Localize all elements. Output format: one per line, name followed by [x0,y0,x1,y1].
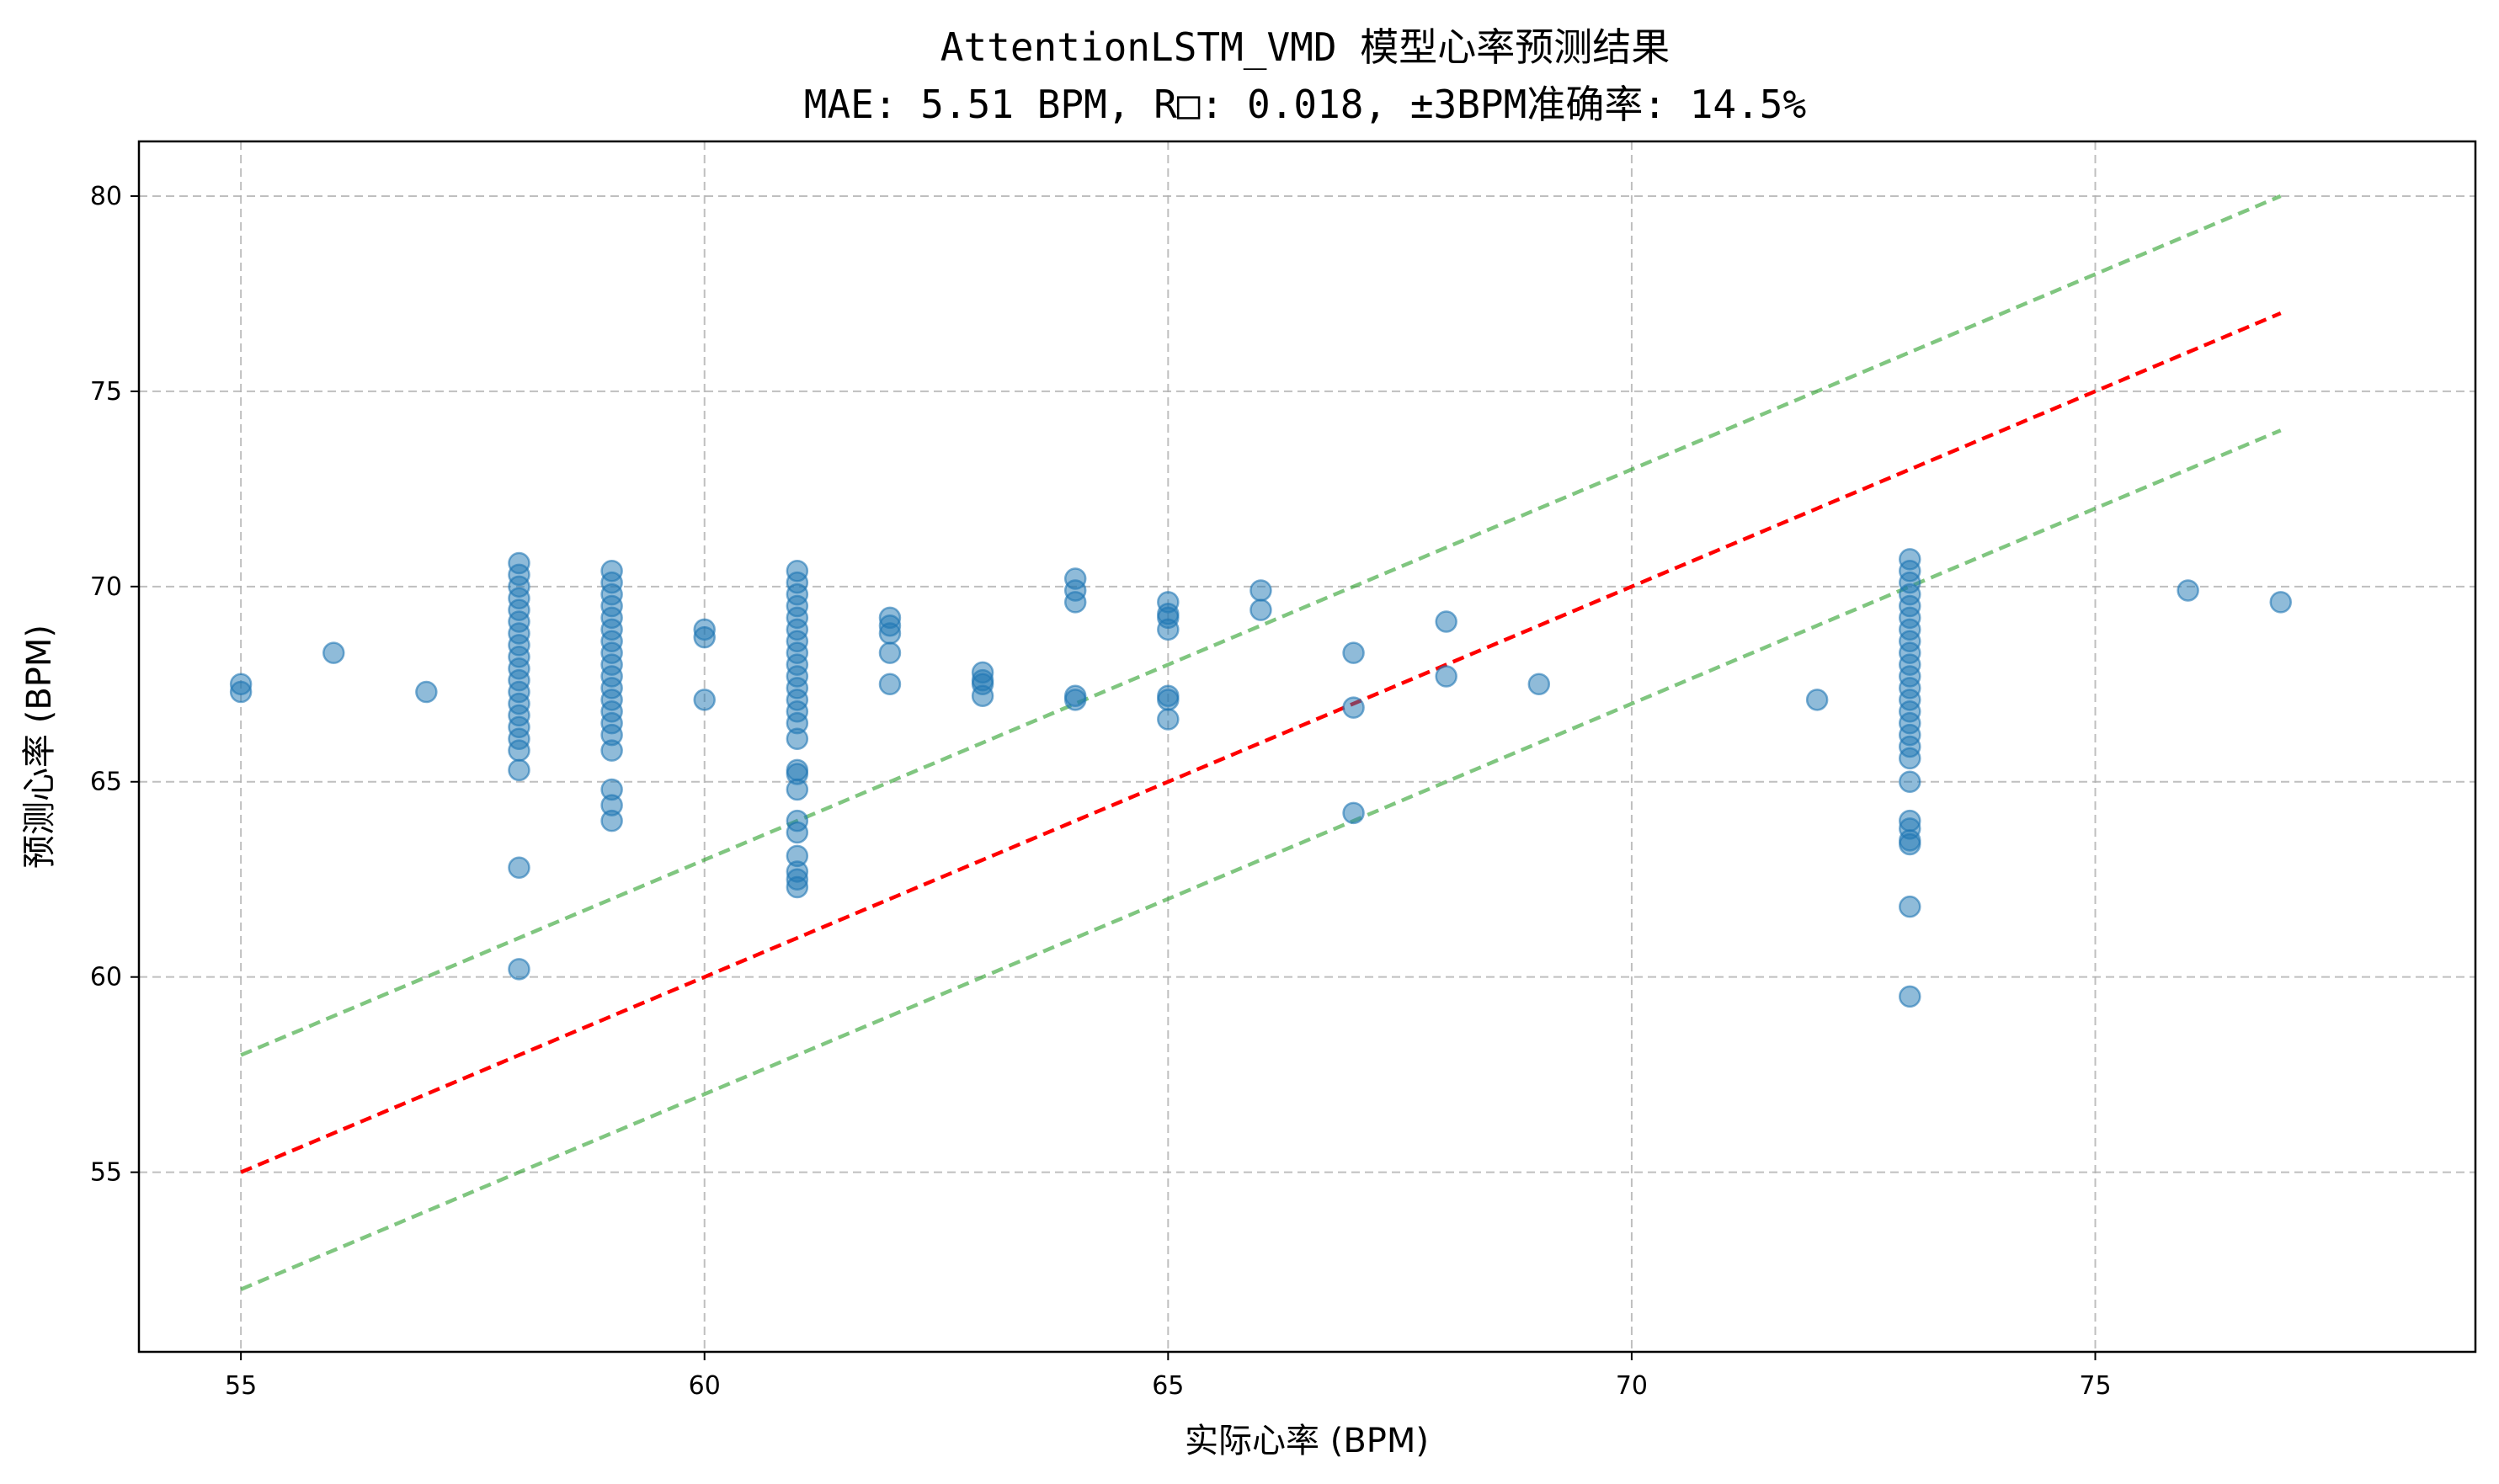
scatter-point [1435,665,1457,688]
scatter-point [1063,689,1087,711]
chart-subtitle: MAE: 5.51 BPM, R□: 0.018, ±3BPM准确率: 14.5… [804,82,1806,127]
scatter-point [508,958,530,981]
scatter-point [1527,673,1551,696]
x-tick-label: 65 [1152,1371,1184,1401]
scatter-point [1342,641,1365,664]
x-tick-label: 70 [1616,1371,1648,1401]
reference-lines [240,194,2282,1291]
scatter-point [693,625,716,649]
plot-frame [137,140,2477,1354]
grid [139,141,2475,1352]
scatter-point [693,689,716,711]
scatter-point [1805,689,1829,711]
scatter-point [1899,895,1921,918]
scatter-point [1157,708,1180,731]
scatter-point [878,622,902,645]
scatter-point [1899,747,1921,770]
scatter-point [1899,770,1921,793]
lower-tolerance-line [240,428,2282,1291]
y-tick-label: 65 [90,768,122,797]
chart-title: AttentionLSTM_VMD 模型心率预测结果 [940,24,1670,70]
scatter-point [1063,591,1087,614]
y-tick-label: 80 [90,182,122,211]
scatter-point [2269,591,2292,614]
axis-ticks: 55 60 65 70 75 55 60 65 70 75 80 [90,182,2112,1401]
scatter-point [1157,618,1180,641]
scatter-point [786,875,809,899]
scatter-point [1157,689,1180,711]
scatter-point [2177,579,2199,602]
y-tick-label: 75 [90,377,122,407]
data-points [229,548,2292,1008]
scatter-point [508,856,530,880]
upper-tolerance-line [240,194,2282,1057]
scatter-point [1342,696,1365,719]
scatter-point [878,641,902,664]
scatter-point [508,758,530,782]
x-tick-label: 60 [689,1371,721,1401]
scatter-point [971,684,994,707]
scatter-point [1250,579,1272,602]
y-axis-label: 预测心率 (BPM) [20,625,59,869]
scatter-point [1899,832,1921,856]
scatter-point [600,739,623,762]
scatter-point [508,739,530,762]
scatter-point [1250,598,1272,621]
scatter-point [878,673,902,696]
scatter-point [1342,801,1365,825]
scatter-point [786,778,809,801]
scatter-point [229,680,253,704]
scatter-point [786,727,809,750]
x-axis-label: 实际心率 (BPM) [1185,1422,1429,1460]
y-tick-label: 70 [90,572,122,602]
y-tick-label: 60 [90,963,122,992]
scatter-point [600,809,623,832]
scatter-point [1435,610,1457,633]
scatter-point [786,821,809,844]
y-tick-label: 55 [90,1158,122,1188]
x-tick-label: 75 [2079,1371,2111,1401]
scatter-point [415,680,438,704]
scatter-point [322,641,345,664]
scatter-point [1899,985,1921,1008]
ideal-prediction-line [240,311,2282,1174]
x-tick-label: 55 [225,1371,257,1401]
